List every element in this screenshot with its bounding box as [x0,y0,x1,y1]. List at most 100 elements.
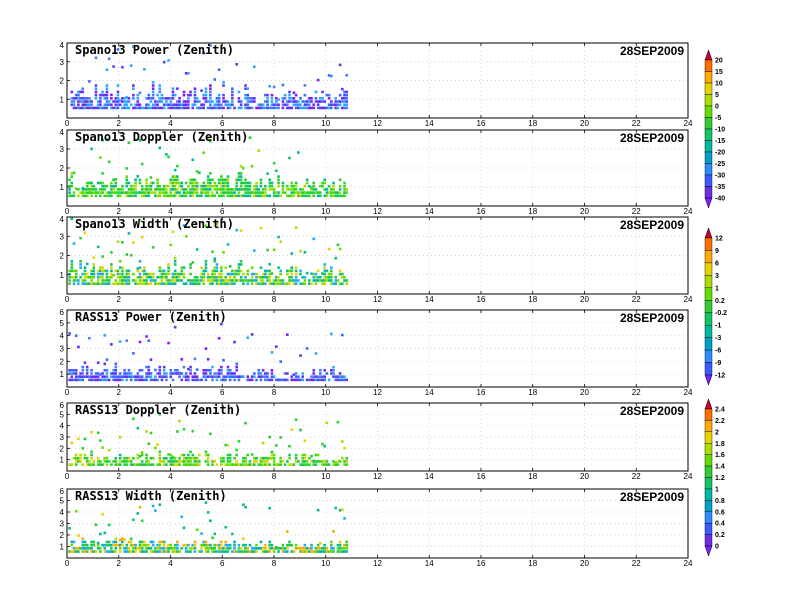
data-point [118,375,122,378]
data-point [202,368,206,372]
data-point [290,272,294,276]
data-point [81,282,85,285]
data-point [255,547,258,550]
data-point [118,435,122,439]
data-point [244,106,247,110]
data-point [145,272,148,276]
data-point [191,375,195,378]
data-point [110,181,113,185]
data-point [169,103,173,107]
data-point [129,543,133,547]
y-tick-label: 1 [60,543,65,552]
data-point [235,362,239,366]
data-point [233,282,236,285]
data-point [323,463,327,466]
data-point [239,175,243,178]
data-point [167,103,170,107]
data-point [332,103,335,107]
data-point [264,550,267,553]
data-point [323,378,327,382]
data-point [222,184,225,188]
data-point [297,191,300,194]
data-point [290,188,294,191]
data-point [312,184,316,188]
data-point [85,463,89,466]
data-point [193,191,197,194]
data-point [341,375,344,378]
data-point [116,84,120,87]
data-point [239,229,243,232]
data-point [112,550,115,553]
data-point [334,103,338,107]
data-point [303,547,307,550]
data-point [169,463,173,466]
data-point [310,460,313,463]
data-point [70,217,74,221]
data-point [178,371,181,375]
data-point [103,103,107,107]
data-point [88,547,91,550]
data-point [165,275,168,279]
data-point [171,175,175,178]
data-point [299,378,302,382]
data-point [239,103,243,107]
data-point [257,372,261,375]
data-point [114,540,118,544]
data-point [255,184,258,188]
data-point [132,550,135,553]
data-point [332,375,335,378]
data-point [116,97,120,100]
data-point [169,181,173,185]
data-point [167,543,170,547]
data-point [127,191,131,194]
data-point [151,550,155,553]
data-point [74,187,78,191]
colorbar-top-cap [704,49,713,61]
data-point [83,100,87,103]
data-point [235,188,239,191]
data-point [101,188,104,191]
data-point [77,279,80,282]
data-point [101,282,104,285]
colorbar-label: 12 [715,236,723,243]
data-point [198,171,201,175]
data-point [169,243,173,247]
data-point [283,550,287,553]
data-point [74,279,78,282]
data-point [211,250,214,254]
data-point [81,106,85,110]
data-point [235,184,239,188]
x-tick-label: 12 [373,559,382,568]
data-point [116,272,120,276]
data-point [165,97,168,100]
data-point [224,266,228,270]
data-point [140,547,144,550]
data-point [132,106,135,110]
data-point [182,375,186,378]
data-point [121,191,124,194]
data-point [290,463,294,466]
data-point [149,463,153,466]
data-point [268,106,272,110]
data-point [294,100,298,103]
data-point [330,194,333,198]
data-point [301,100,305,103]
data-point [233,279,236,282]
data-point [308,184,311,188]
data-point [242,282,245,285]
data-point [299,272,302,276]
data-point [105,272,109,276]
data-point [158,368,162,372]
data-point [303,93,307,97]
data-point [233,543,236,547]
data-point [187,106,190,110]
data-point [123,279,126,282]
data-point [149,176,153,179]
data-point [77,103,80,107]
data-point [107,191,111,194]
data-point [114,365,118,369]
data-point [264,184,267,188]
data-point [220,194,223,198]
data-point [202,279,206,282]
data-point [127,282,131,285]
